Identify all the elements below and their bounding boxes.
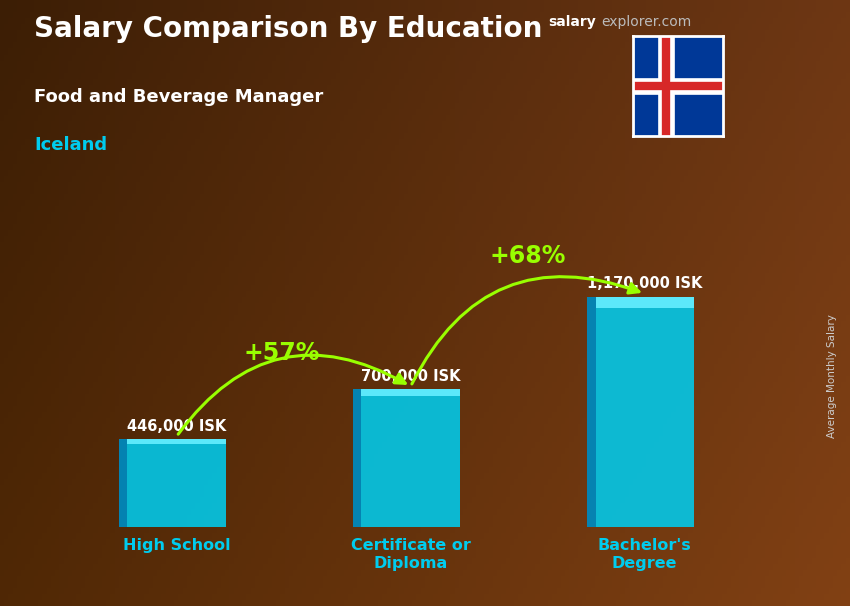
Text: 700,000 ISK: 700,000 ISK <box>361 369 461 384</box>
Text: Salary Comparison By Education: Salary Comparison By Education <box>34 15 542 43</box>
Text: 446,000 ISK: 446,000 ISK <box>127 419 226 434</box>
Text: Iceland: Iceland <box>34 136 107 155</box>
Bar <box>353 389 361 527</box>
Text: 1,170,000 ISK: 1,170,000 ISK <box>587 276 702 291</box>
Bar <box>586 297 596 527</box>
Text: +57%: +57% <box>244 341 320 365</box>
Bar <box>596 297 694 308</box>
Bar <box>596 297 694 527</box>
Text: explorer.com: explorer.com <box>601 15 691 29</box>
Bar <box>128 439 226 527</box>
Bar <box>118 439 127 527</box>
Bar <box>361 389 460 527</box>
Bar <box>361 389 460 396</box>
Text: salary: salary <box>548 15 596 29</box>
Text: +68%: +68% <box>490 244 566 268</box>
Text: Food and Beverage Manager: Food and Beverage Manager <box>34 88 323 106</box>
Bar <box>128 439 226 444</box>
Text: Average Monthly Salary: Average Monthly Salary <box>827 314 837 438</box>
